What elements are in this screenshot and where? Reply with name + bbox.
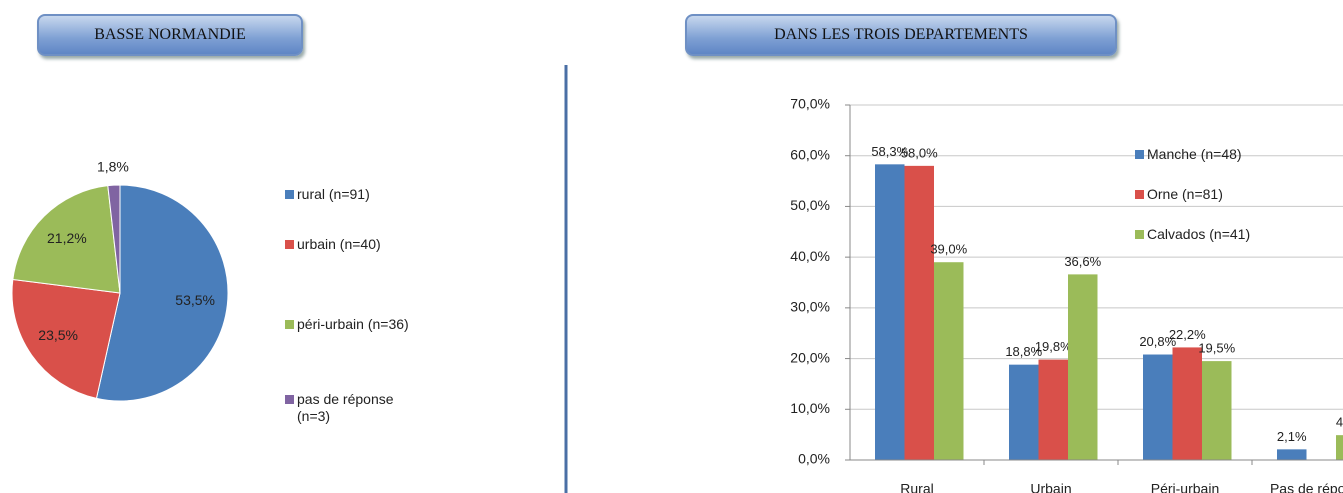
pie-slice	[11, 278, 121, 399]
bar	[1202, 361, 1232, 460]
legend-label: rural (n=91)	[297, 186, 370, 202]
legend-item: Calvados (n=41)	[1135, 226, 1272, 243]
y-tick-label: 10,0%	[790, 400, 830, 416]
bar	[875, 164, 905, 461]
data-label: 18,8%	[1005, 344, 1042, 359]
data-label: 58,0%	[901, 145, 938, 160]
x-tick-label: Pas de réponse	[1270, 481, 1343, 493]
data-label: 23,5%	[38, 327, 78, 343]
y-tick-label: 40,0%	[790, 248, 830, 264]
data-label: 20,8%	[1139, 334, 1176, 349]
x-tick-label: Péri-urbain	[1151, 481, 1219, 493]
bar	[1038, 359, 1068, 460]
bar	[1143, 354, 1173, 460]
data-label: 2,1%	[1277, 429, 1307, 444]
legend-swatch	[285, 320, 294, 329]
y-tick-label: 60,0%	[790, 146, 830, 162]
data-label: 19,8%	[1035, 339, 1072, 354]
pie-title: BASSE NORMANDIE	[37, 14, 303, 56]
legend-swatch	[1135, 190, 1144, 199]
legend-swatch	[285, 240, 294, 249]
legend-item: rural (n=91)	[285, 186, 422, 203]
legend-label: Calvados (n=41)	[1147, 226, 1251, 242]
bar-title: DANS LES TROIS DEPARTEMENTS	[685, 14, 1117, 56]
data-label: 21,2%	[47, 230, 87, 246]
data-label: 22,2%	[1169, 327, 1206, 342]
legend-item: Orne (n=81)	[1135, 186, 1272, 203]
legend-item: Manche (n=48)	[1135, 146, 1272, 163]
legend-label: péri-urbain (n=36)	[297, 316, 409, 332]
bar	[1009, 364, 1039, 460]
data-label: 53,5%	[175, 292, 215, 308]
bar	[1172, 347, 1202, 460]
legend-label: urbain (n=40)	[297, 236, 381, 252]
legend-item: urbain (n=40)	[285, 236, 422, 253]
bar	[1068, 274, 1098, 460]
data-label: 39,0%	[930, 242, 967, 257]
legend-swatch	[1135, 150, 1144, 159]
x-tick-label: Rural	[900, 481, 933, 493]
data-label: 19,5%	[1198, 341, 1235, 356]
y-tick-label: 30,0%	[790, 299, 830, 315]
pie-slice	[12, 185, 121, 294]
x-tick-label: Urbain	[1030, 481, 1071, 493]
y-tick-label: 70,0%	[790, 96, 830, 112]
y-tick-label: 0,0%	[798, 451, 830, 467]
legend-label: pas de réponse (n=3)	[297, 391, 394, 424]
pie-slice	[107, 184, 121, 294]
legend-swatch	[1135, 230, 1144, 239]
data-label: 1,8%	[97, 159, 129, 175]
legend-item: péri-urbain (n=36)	[285, 316, 422, 333]
bar	[1277, 449, 1307, 460]
y-tick-label: 50,0%	[790, 197, 830, 213]
data-label: 36,6%	[1064, 254, 1101, 269]
legend-label: Orne (n=81)	[1147, 186, 1223, 202]
y-tick-label: 20,0%	[790, 349, 830, 365]
data-label: 4,9%	[1336, 415, 1343, 430]
pie-slice	[95, 184, 229, 402]
legend-label: Manche (n=48)	[1147, 146, 1242, 162]
bar	[904, 165, 934, 460]
legend-item: pas de réponse (n=3)	[285, 391, 422, 425]
bar	[1336, 435, 1343, 460]
legend-swatch	[285, 395, 294, 404]
legend-swatch	[285, 190, 294, 199]
bar	[934, 262, 964, 460]
data-label: 58,3%	[871, 144, 908, 159]
